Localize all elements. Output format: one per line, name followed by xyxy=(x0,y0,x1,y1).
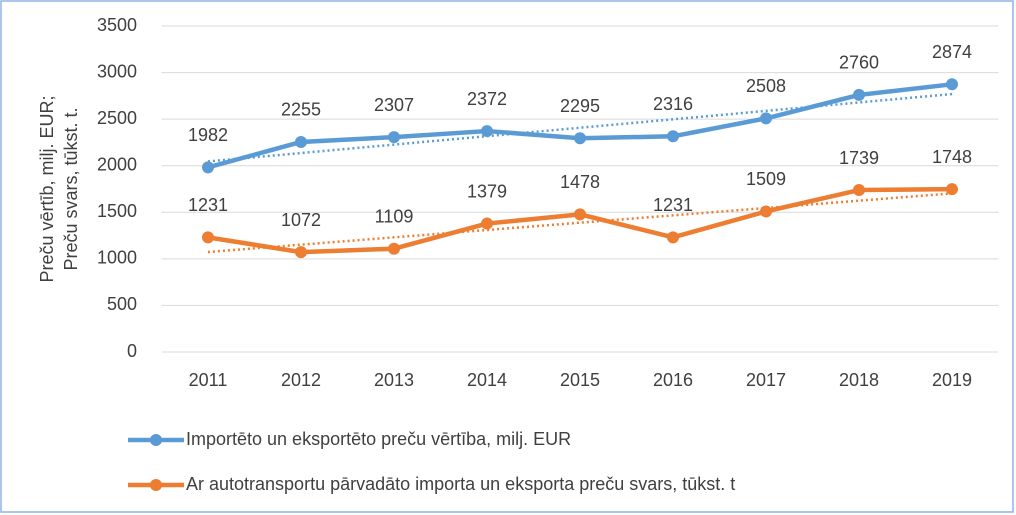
point xyxy=(295,135,307,148)
point xyxy=(667,130,679,143)
legend-marker xyxy=(150,434,162,446)
legend-label: Ar autotransportu pārvadāto importa un e… xyxy=(186,474,735,494)
data-label: 1379 xyxy=(467,181,507,201)
data-label: 1509 xyxy=(746,169,786,189)
y-tick-label: 3500 xyxy=(97,15,137,35)
data-label: 2295 xyxy=(560,96,600,116)
point xyxy=(202,231,214,244)
point xyxy=(388,242,400,255)
x-tick-label: 2011 xyxy=(189,370,228,390)
point xyxy=(295,246,307,259)
x-tick-label: 2017 xyxy=(746,370,786,390)
y-tick-label: 2500 xyxy=(97,108,137,128)
point xyxy=(760,112,772,125)
point xyxy=(853,184,865,197)
legend-label: Importēto un eksportēto preču vērtība, m… xyxy=(186,429,571,449)
data-label: 1109 xyxy=(375,206,414,226)
y-axis-label: Preču svars, tūkst. t. xyxy=(61,107,81,270)
data-label: 1231 xyxy=(188,195,228,215)
x-tick-label: 2013 xyxy=(374,370,414,390)
point xyxy=(667,231,679,244)
x-tick-label: 2019 xyxy=(932,370,972,390)
x-tick-label: 2016 xyxy=(653,370,693,390)
point xyxy=(481,217,493,230)
y-tick-label: 2000 xyxy=(97,154,137,174)
data-label: 1748 xyxy=(932,147,972,167)
x-tick-label: 2014 xyxy=(467,370,507,390)
point xyxy=(481,125,493,138)
y-tick-label: 1500 xyxy=(97,201,137,221)
legend-marker xyxy=(150,479,162,491)
point xyxy=(946,78,958,91)
data-label: 1231 xyxy=(653,195,693,215)
data-label: 1478 xyxy=(560,172,600,192)
data-label: 1739 xyxy=(839,148,879,168)
y-tick-label: 0 xyxy=(127,341,137,361)
point xyxy=(574,132,586,145)
data-label: 2760 xyxy=(839,53,879,73)
y-tick-label: 1000 xyxy=(97,248,137,268)
y-tick-label: 500 xyxy=(107,294,137,314)
trend-line xyxy=(207,192,953,254)
data-label: 2316 xyxy=(653,94,693,114)
x-tick-label: 2018 xyxy=(839,370,879,390)
data-label: 2255 xyxy=(281,100,321,120)
point xyxy=(853,88,865,101)
point xyxy=(202,161,214,174)
data-label: 1982 xyxy=(188,125,228,145)
point xyxy=(574,208,586,221)
y-tick-label: 3000 xyxy=(97,61,137,81)
point xyxy=(946,183,958,196)
data-label: 2874 xyxy=(932,42,972,62)
x-tick-label: 2012 xyxy=(281,370,321,390)
point xyxy=(760,205,772,218)
data-label: 1072 xyxy=(281,210,321,230)
data-label: 2372 xyxy=(467,89,507,109)
y-axis-label: Preču vērtīb, milj. EUR; xyxy=(37,95,57,282)
x-tick-label: 2015 xyxy=(560,370,600,390)
data-label: 2508 xyxy=(746,76,786,96)
data-label: 2307 xyxy=(374,95,414,115)
point xyxy=(388,131,400,144)
